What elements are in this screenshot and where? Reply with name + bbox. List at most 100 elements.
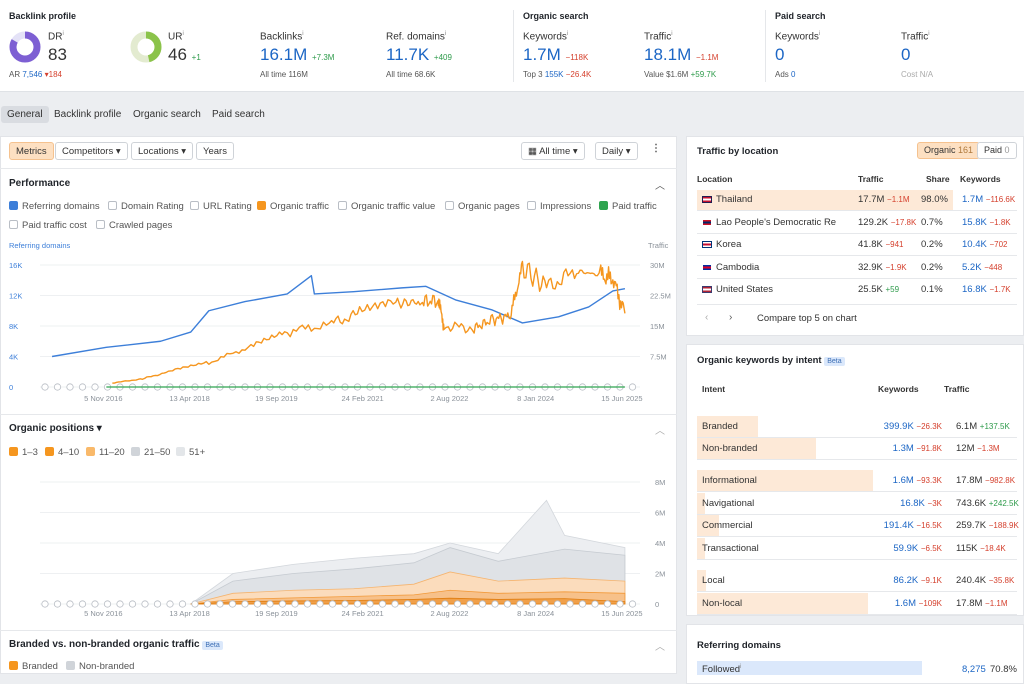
- intent-name[interactable]: Informational: [702, 475, 757, 486]
- intent-keywords[interactable]: 59.9K −6.5K: [893, 543, 942, 554]
- ref-domains-label[interactable]: Ref. domainsi: [386, 31, 447, 43]
- annotation-marker: [178, 600, 187, 608]
- location-keywords[interactable]: 16.8K −1.7K: [962, 284, 1011, 295]
- tab-organic-search[interactable]: Organic search: [133, 109, 201, 120]
- ref-domains-value[interactable]: 11.7K +409: [386, 45, 452, 64]
- cb-branded[interactable]: Branded: [9, 661, 58, 672]
- cb-paid-traffic-cost[interactable]: Paid traffic cost: [9, 220, 87, 231]
- compare-top5-link[interactable]: Compare top 5 on chart: [757, 313, 857, 324]
- locations-dropdown[interactable]: Locations ▾: [131, 142, 194, 160]
- right-tick-label: 0: [655, 600, 659, 609]
- intent-keywords[interactable]: 191.4K −16.5K: [883, 520, 942, 531]
- organic-keywords-label[interactable]: Keywordsi: [523, 31, 569, 43]
- annotation-marker: [291, 600, 299, 608]
- location-name[interactable]: Thailand: [716, 194, 753, 205]
- location-keywords[interactable]: 15.8K −1.8K: [962, 216, 1011, 228]
- tab-backlink-profile[interactable]: Backlink profile: [54, 109, 122, 120]
- collapse-positions-icon[interactable]: ︿: [655, 426, 665, 437]
- location-keywords[interactable]: 5.2K −448: [962, 261, 1003, 273]
- interval-dropdown[interactable]: Daily ▾: [595, 142, 638, 160]
- tab-paid-search[interactable]: Paid search: [212, 109, 265, 120]
- intent-keywords[interactable]: 16.8K −3K: [900, 498, 942, 509]
- metrics-button[interactable]: Metrics: [9, 142, 54, 160]
- intent-name[interactable]: Branded: [702, 421, 738, 432]
- cb-pos-4-10[interactable]: 4–10: [45, 447, 79, 458]
- years-button[interactable]: Years: [196, 142, 234, 160]
- location-keywords[interactable]: 10.4K −702: [962, 239, 1008, 250]
- location-name[interactable]: Lao People's Democratic Rep: [716, 216, 836, 228]
- intent-name[interactable]: Commercial: [702, 520, 753, 531]
- cb-referring-domains[interactable]: Referring domains: [9, 201, 100, 212]
- performance-chart[interactable]: 16K 12K 8K 4K 0 30M 22.5M 15M 7.5M 5 Nov 2016 13 A…: [0, 250, 677, 410]
- intent-keywords[interactable]: 1.3M −91.8K: [892, 443, 942, 454]
- right-tick-label: 6M: [655, 509, 665, 518]
- cb-organic-traffic-value[interactable]: Organic traffic value: [338, 201, 435, 212]
- backlinks-value[interactable]: 16.1M +7.3M: [260, 45, 335, 64]
- intent-name[interactable]: Non-local: [702, 598, 743, 609]
- followed-value[interactable]: 8,275: [962, 664, 986, 675]
- organic-traffic-label[interactable]: Traffici: [644, 31, 673, 43]
- organic-positions-chart[interactable]: 8M 6M 4M 2M 0 5 Nov 2016 13 Apr 2018 19 Sep 201…: [0, 470, 677, 620]
- intent-keywords[interactable]: 86.2K −9.1K: [893, 575, 942, 586]
- location-name[interactable]: Korea: [716, 239, 742, 250]
- paid-traffic-label[interactable]: Traffici: [901, 31, 930, 43]
- collapse-branded-icon[interactable]: ︿: [655, 642, 665, 653]
- divider: [0, 168, 677, 169]
- row-divider: [697, 210, 1017, 211]
- left-tick-label: 4K: [9, 353, 18, 362]
- followed-label[interactable]: Followedi: [702, 664, 742, 676]
- backlinks-label[interactable]: Backlinksi: [260, 31, 304, 43]
- tab-general[interactable]: General: [1, 106, 49, 123]
- collapse-performance-icon[interactable]: ︿: [655, 181, 665, 192]
- cb-pos-11-20[interactable]: 11–20: [86, 447, 125, 458]
- annotation-marker: [128, 600, 137, 608]
- next-page-icon[interactable]: ›: [729, 312, 733, 323]
- cb-url-rating[interactable]: URL Rating: [190, 201, 252, 212]
- competitors-dropdown[interactable]: Competitors ▾: [55, 142, 128, 160]
- intent-name[interactable]: Navigational: [702, 498, 755, 509]
- organic-traffic-value[interactable]: 18.1M −1.1M: [644, 45, 719, 64]
- performance-title: Performance: [9, 178, 71, 189]
- intent-keywords[interactable]: 1.6M −93.3K: [892, 475, 942, 486]
- intent-keywords[interactable]: 399.9K −26.3K: [883, 421, 942, 432]
- cb-pos-1-3[interactable]: 1–3: [9, 447, 38, 458]
- cb-organic-traffic[interactable]: Organic traffic: [257, 201, 329, 212]
- paid-traffic-value[interactable]: 0: [901, 45, 911, 64]
- organic-toggle[interactable]: Organic 161: [917, 142, 981, 159]
- location-share: 98.0%: [921, 194, 948, 205]
- organic-keywords-value[interactable]: 1.7M −118K: [523, 45, 589, 64]
- col-intent-traffic: Traffic: [944, 384, 970, 394]
- paid-toggle[interactable]: Paid 0: [977, 142, 1017, 159]
- dr-label[interactable]: DRi: [48, 31, 64, 43]
- range-dropdown[interactable]: ▦ All time ▾: [521, 142, 585, 160]
- col-intent: Intent: [702, 384, 726, 394]
- intent-name[interactable]: Transactional: [702, 543, 759, 554]
- cb-domain-rating[interactable]: Domain Rating: [108, 201, 184, 212]
- divider: [0, 630, 677, 631]
- location-name[interactable]: United States: [716, 284, 774, 295]
- intent-name[interactable]: Non-branded: [702, 443, 758, 454]
- traffic-by-location-panel: [686, 136, 1024, 336]
- prev-page-icon[interactable]: ‹: [705, 312, 709, 323]
- more-menu-icon[interactable]: ⋮: [651, 143, 661, 154]
- cb-organic-pages[interactable]: Organic pages: [445, 201, 520, 212]
- cb-pos-51-plus[interactable]: 51+: [176, 447, 205, 458]
- annotation-marker: [303, 600, 312, 608]
- cb-pos-21-50[interactable]: 21–50: [131, 447, 170, 458]
- annotation-marker: [66, 600, 74, 608]
- annotation-marker: [378, 600, 387, 608]
- paid-keywords-label[interactable]: Keywordsi: [775, 31, 821, 43]
- intent-keywords[interactable]: 1.6M −109K: [894, 598, 942, 609]
- location-name[interactable]: Cambodia: [716, 261, 760, 273]
- organic-positions-title[interactable]: Organic positions ▾: [9, 423, 102, 434]
- location-keywords[interactable]: 1.7M −116.6K: [962, 194, 1016, 205]
- ur-label[interactable]: URi: [168, 31, 184, 43]
- x-tick-label: 15 Jun 2025: [601, 609, 642, 618]
- intent-name[interactable]: Local: [702, 575, 725, 586]
- cb-crawled-pages[interactable]: Crawled pages: [96, 220, 172, 231]
- cb-non-branded[interactable]: Non-branded: [66, 661, 134, 672]
- cb-paid-traffic[interactable]: Paid traffic: [599, 201, 657, 212]
- paid-keywords-value[interactable]: 0: [775, 45, 785, 64]
- cb-impressions[interactable]: Impressions: [527, 201, 591, 212]
- annotation-marker: [241, 600, 249, 608]
